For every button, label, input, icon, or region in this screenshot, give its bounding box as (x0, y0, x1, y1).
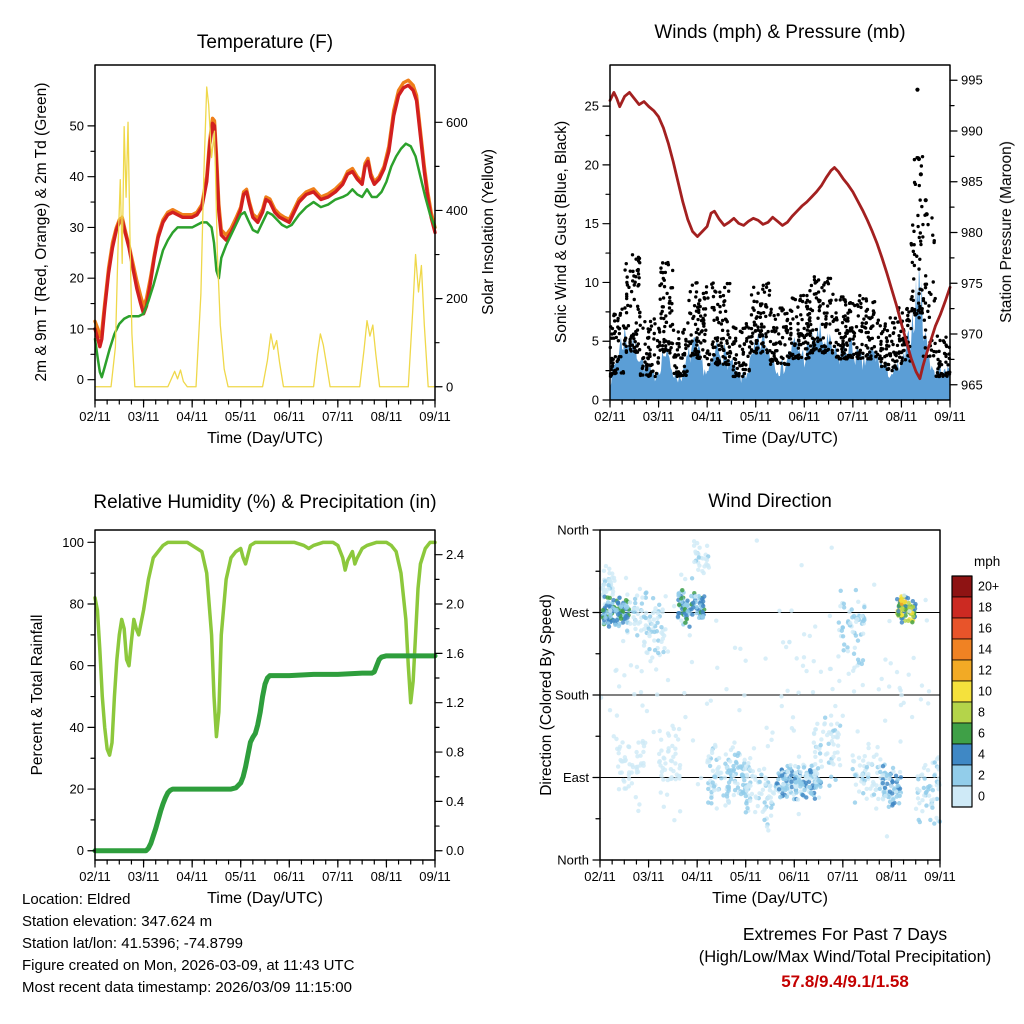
x-axis-label-rh: Time (Day/UTC) (207, 890, 323, 907)
extremes-block: Extremes For Past 7 Days (High/Low/Max W… (699, 924, 992, 992)
y-axis-label-solar-right: Solar Insolation (Yellow) (480, 149, 497, 315)
y-axis-label-rh-left: Percent & Total Rainfall (29, 614, 46, 776)
y-axis-label-wind-left: Sonic Wind & Gust (Blue, Black) (553, 120, 570, 344)
footer-line-created: Figure created on Mon, 2026-03-09, at 11… (22, 957, 355, 974)
x-axis-label-temperature: Time (Day/UTC) (207, 430, 323, 447)
footer-line-location: Location: Eldred (22, 891, 131, 908)
x-axis-label-winds: Time (Day/UTC) (722, 430, 838, 447)
chart-title-winds-pressure: Winds (mph) & Pressure (mb) (654, 22, 906, 43)
chart-title-rh-precip: Relative Humidity (%) & Precipitation (i… (93, 492, 437, 513)
chart-title-wind-direction: Wind Direction (708, 491, 832, 512)
footer-station-info: Location: Eldred Station elevation: 347.… (22, 889, 354, 999)
y-axis-label-direction-left: Direction (Colored By Speed) (538, 594, 555, 796)
extremes-title: Extremes For Past 7 Days (742, 924, 948, 944)
extremes-subtitle: (High/Low/Max Wind/Total Precipitation) (698, 948, 992, 966)
y-axis-label-temperature-left: 2m & 9m T (Red, Orange) & 2m Td (Green) (33, 82, 50, 382)
chart-title-temperature: Temperature (F) (196, 32, 334, 53)
footer-line-elevation: Station elevation: 347.624 m (22, 913, 213, 930)
y-axis-label-pressure-right: Station Pressure (Maroon) (998, 141, 1015, 323)
footer-line-timestamp: Most recent data timestamp: 2026/03/09 1… (22, 979, 352, 996)
footer-line-latlon: Station lat/lon: 41.5396; -74.8799 (22, 935, 244, 952)
extremes-values: 57.8/9.4/9.1/1.58 (781, 972, 909, 991)
x-axis-label-direction: Time (Day/UTC) (712, 890, 828, 907)
